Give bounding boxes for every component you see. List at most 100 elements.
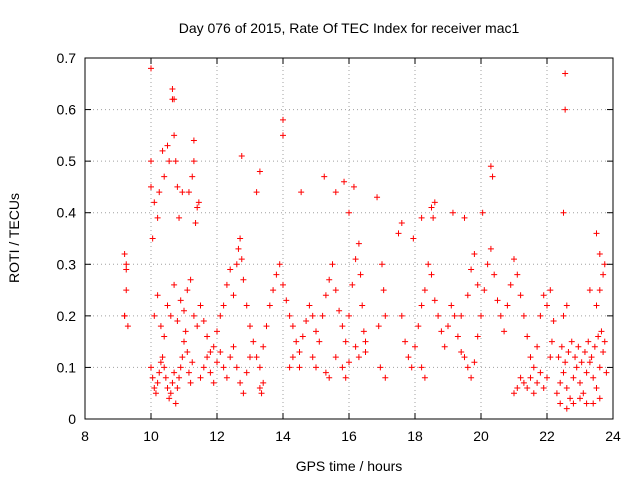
data-point [421,374,428,381]
data-point [197,374,204,381]
data-point [481,287,488,294]
data-point [586,287,593,294]
data-point [227,266,234,273]
data-point [296,364,303,371]
data-point [567,395,574,402]
data-point [322,292,329,299]
data-point [395,230,402,237]
data-point [346,209,352,216]
data-point [375,323,382,330]
data-point [449,209,456,216]
data-point [283,297,290,304]
data-point [207,348,214,355]
data-point [280,132,286,139]
data-point [152,390,159,397]
data-point [174,183,181,190]
data-point [489,173,496,180]
data-point [562,70,569,77]
data-point [537,312,544,319]
data-point [263,323,270,330]
data-point [195,199,202,206]
data-point [511,256,517,263]
data-point [570,400,577,407]
data-point [210,343,217,350]
data-point [398,220,405,227]
data-point [601,261,608,268]
data-point [560,312,567,319]
data-point [431,199,438,206]
data-point [598,328,605,335]
data-points [121,65,610,412]
data-point [415,323,422,330]
data-point [357,271,364,278]
data-point [166,395,173,402]
data-point [405,354,412,361]
data-point [565,348,572,355]
data-point [171,281,178,288]
data-point [164,302,171,309]
data-point [431,297,438,304]
data-point [326,374,333,381]
data-point [148,364,154,371]
data-point [179,189,186,196]
data-point [563,405,570,412]
data-point [121,250,128,257]
data-point [194,204,201,211]
data-point [184,348,191,355]
x-tick-label: 8 [81,428,89,444]
data-point [247,323,253,330]
data-point [600,348,607,355]
data-point [260,379,267,386]
data-point [435,312,442,319]
data-point [562,106,569,113]
data-point [164,142,171,149]
data-point [156,189,163,196]
data-point [238,256,245,263]
data-point [306,302,313,309]
data-point [590,374,597,381]
data-point [586,359,593,366]
data-point [123,266,130,273]
data-point [322,369,329,376]
data-point [123,261,130,268]
data-point [156,369,163,376]
data-point [428,271,435,278]
data-point [560,369,567,376]
data-point [350,183,357,190]
data-point [166,158,173,165]
data-point [296,348,303,355]
data-point [190,158,197,165]
data-point [157,359,164,366]
data-point [329,261,336,268]
data-point [185,189,192,196]
data-point [544,374,550,381]
data-point [563,302,570,309]
data-point [527,374,534,381]
y-tick-label: 0.2 [57,308,77,324]
data-point [313,328,319,335]
data-point [220,302,227,309]
data-point [171,132,178,139]
data-point [162,374,169,381]
data-point [491,271,498,278]
data-point [484,261,491,268]
data-point [286,364,293,371]
data-point [177,297,184,304]
data-point [468,266,475,273]
data-point [151,312,158,319]
data-point [339,364,346,371]
data-point [151,199,158,206]
data-point [174,385,181,392]
y-tick-label: 0.4 [57,205,77,221]
data-point [266,302,273,309]
data-point [540,385,547,392]
data-point [197,302,204,309]
x-axis-label: GPS time / hours [296,458,403,474]
data-point [189,359,196,366]
data-point [204,354,211,361]
data-point [151,385,158,392]
data-point [161,173,168,180]
data-point [177,364,184,371]
data-point [550,318,557,325]
data-point [223,281,230,288]
